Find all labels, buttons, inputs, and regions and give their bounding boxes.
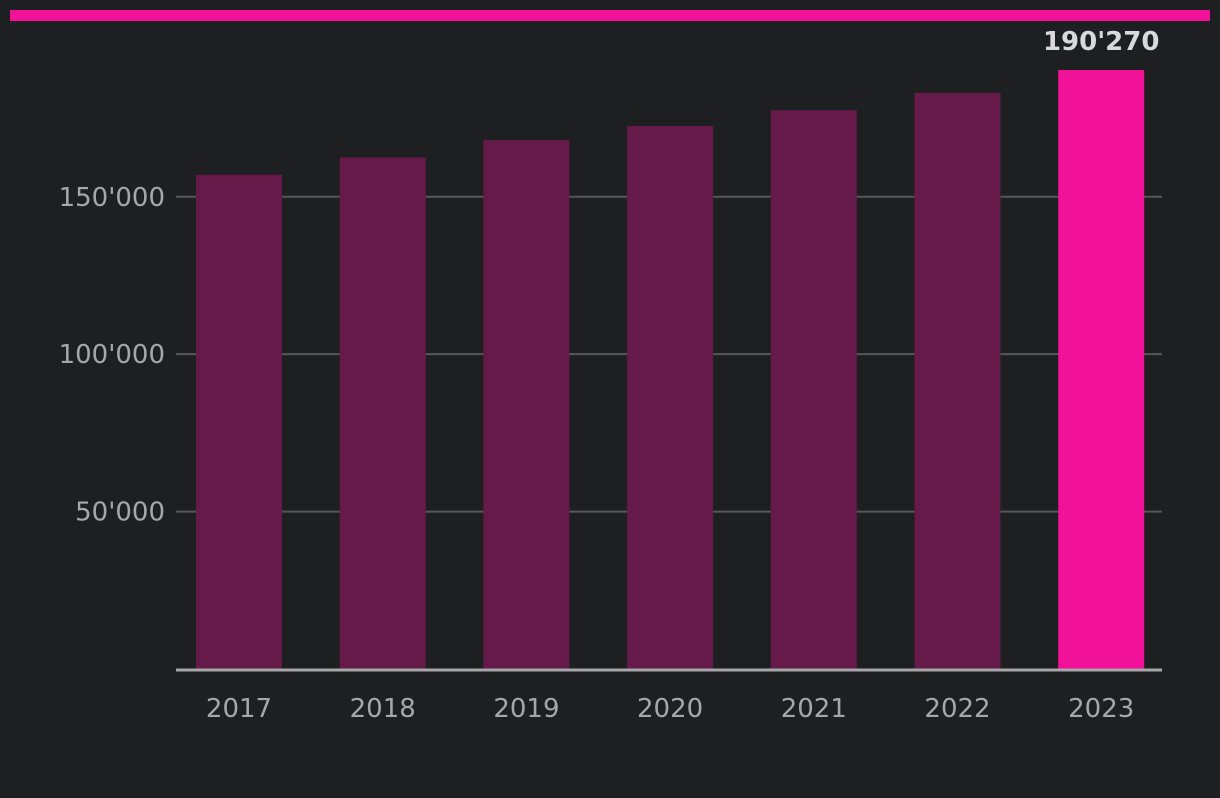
bar-2022 [914,92,1001,670]
bar-2019 [483,140,570,669]
x-tick-label: 2020 [637,694,703,724]
x-axis-ticks: 2017 2018 2019 2020 2021 2022 2023 [206,694,1134,724]
x-tick-label: 2022 [924,694,990,724]
y-tick-label: 150'000 [59,183,165,213]
x-tick-label: 2023 [1068,694,1134,724]
bar-2023 [1058,70,1145,669]
bars [196,70,1145,670]
bar-value-label: 190'270 [1043,27,1160,57]
y-tick-label: 100'000 [59,340,165,370]
bar-2020 [627,125,714,670]
bar-2021 [770,110,857,670]
x-tick-label: 2017 [206,694,272,724]
y-tick-label: 50'000 [75,498,165,528]
accent-stripe [10,10,1210,21]
x-tick-label: 2021 [781,694,847,724]
bar-2017 [196,174,282,670]
value-labels: 190'270 [1043,27,1160,57]
x-tick-label: 2019 [493,694,559,724]
x-tick-label: 2018 [350,694,416,724]
bar-2018 [339,157,426,669]
y-axis-ticks: 50'000 100'000 150'000 [59,183,165,528]
